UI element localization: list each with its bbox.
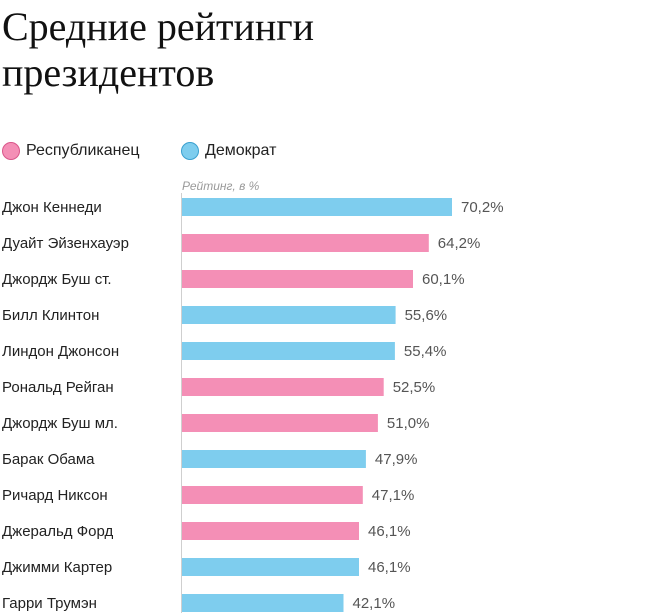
bar bbox=[181, 234, 429, 252]
value-label: 42,1% bbox=[353, 595, 396, 612]
value-label: 46,1% bbox=[368, 559, 411, 576]
legend: Республиканец Демократ bbox=[0, 142, 320, 166]
value-label: 52,5% bbox=[393, 379, 436, 396]
value-label: 55,6% bbox=[405, 307, 448, 324]
value-label: 47,1% bbox=[372, 487, 415, 504]
bar bbox=[181, 522, 359, 540]
bar bbox=[181, 378, 384, 396]
bar bbox=[181, 414, 378, 432]
axis-note: Рейтинг, в % bbox=[182, 179, 260, 193]
chart-title: Средние рейтинги президентов bbox=[2, 4, 315, 95]
bar bbox=[181, 198, 452, 216]
legend-item-democrat: Демократ bbox=[181, 142, 276, 160]
value-label: 64,2% bbox=[438, 235, 481, 252]
value-label: 55,4% bbox=[404, 343, 447, 360]
category-label: Гарри Трумэн bbox=[2, 595, 97, 612]
category-label: Дуайт Эйзенхауэр bbox=[2, 235, 129, 252]
bar bbox=[181, 306, 396, 324]
value-label: 46,1% bbox=[368, 523, 411, 540]
category-label: Рональд Рейган bbox=[2, 379, 114, 396]
democrat-swatch bbox=[181, 142, 199, 160]
bar bbox=[181, 450, 366, 468]
legend-label-democrat: Демократ bbox=[205, 142, 277, 159]
republican-swatch bbox=[2, 142, 20, 160]
category-label: Джордж Буш ст. bbox=[2, 271, 112, 288]
bar bbox=[181, 558, 359, 576]
category-label: Джордж Буш мл. bbox=[2, 415, 118, 432]
legend-label-republican: Республиканец bbox=[26, 142, 140, 159]
bar bbox=[181, 486, 363, 504]
value-label: 70,2% bbox=[461, 199, 504, 216]
category-label: Джеральд Форд bbox=[2, 523, 113, 540]
value-label: 51,0% bbox=[387, 415, 430, 432]
category-label: Линдон Джонсон bbox=[2, 343, 119, 360]
legend-item-republican: Республиканец bbox=[2, 142, 140, 160]
category-label: Ричард Никсон bbox=[2, 487, 108, 504]
bar bbox=[181, 594, 344, 612]
category-label: Билл Клинтон bbox=[2, 307, 99, 324]
bar bbox=[181, 342, 395, 360]
value-label: 47,9% bbox=[375, 451, 418, 468]
bar bbox=[181, 270, 413, 288]
value-label: 60,1% bbox=[422, 271, 465, 288]
category-label: Барак Обама bbox=[2, 451, 95, 468]
category-label: Джимми Картер bbox=[2, 559, 112, 576]
category-label: Джон Кеннеди bbox=[2, 199, 102, 216]
